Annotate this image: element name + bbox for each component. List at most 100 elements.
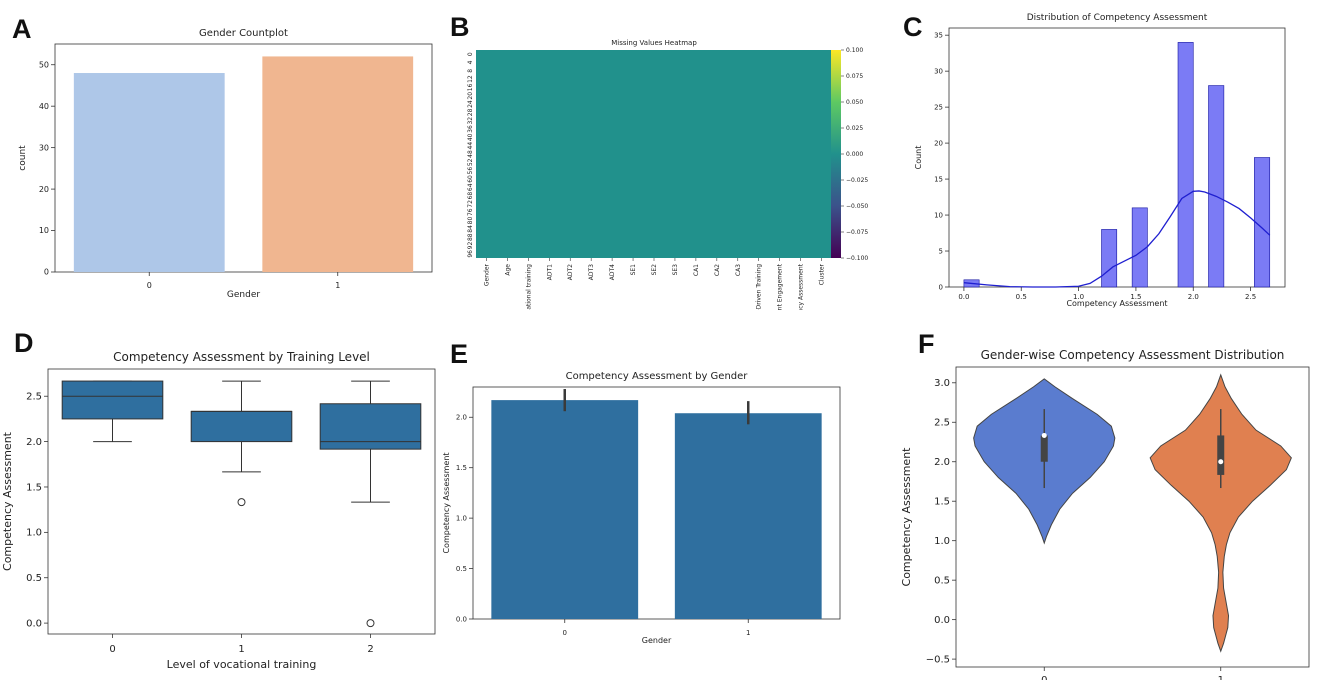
y-tick-label: 0.0 — [456, 615, 467, 623]
x-tick-label: 0 — [563, 629, 567, 637]
plot-frame — [54, 43, 433, 273]
x-axis-label: Level of vocational training — [167, 658, 317, 671]
y-axis-label: Competency Assessment — [900, 447, 913, 587]
heatmap-row-label: 20 — [467, 92, 474, 100]
heatmap-row-label: 0 — [467, 52, 474, 56]
x-tick-label: 2.5 — [1245, 293, 1256, 301]
y-tick-label: 1.5 — [934, 497, 950, 508]
y-tick-label: 1.5 — [26, 482, 42, 493]
heatmap-column-label: Gender — [483, 263, 490, 286]
y-tick-label: 3.0 — [934, 378, 950, 389]
colorbar-tick-label: 0.025 — [846, 125, 863, 132]
heatmap-row-label: 28 — [467, 108, 474, 116]
violin-iqr-box — [1040, 435, 1048, 462]
chart-a-gender-countplot: Gender Countplot Gender count 0 10 20 30 40 50 0 1 — [18, 28, 433, 300]
box-level-1 — [190, 410, 293, 443]
heatmap-column-label: Cluster — [819, 263, 826, 285]
heatmap-row-label: 32 — [467, 117, 474, 125]
colorbar-tick-label: 0.000 — [846, 151, 863, 158]
heatmap-column-label: SE1 — [630, 264, 637, 276]
x-tick-label: 2 — [367, 644, 373, 655]
heatmap-row-label: 76 — [467, 208, 474, 216]
heatmap-row-label: 36 — [467, 125, 474, 133]
colorbar — [831, 50, 841, 258]
panel-label-f: F — [918, 329, 935, 359]
x-tick-label: 1.5 — [1130, 293, 1141, 301]
histogram-bin — [1101, 229, 1118, 288]
colorbar-tick-label: −0.050 — [846, 203, 868, 210]
y-axis-label: Competency Assessment — [1, 431, 14, 571]
y-tick-label: 0.5 — [456, 565, 467, 573]
heatmap-column-label: ADT3 — [588, 264, 595, 280]
y-tick-label: 2.0 — [934, 457, 950, 468]
panel-label-e: E — [450, 339, 469, 369]
heatmap-column-label: SE3 — [672, 264, 679, 276]
chart-title: Missing Values Heatmap — [611, 39, 697, 47]
heatmap-row-label: 4 — [467, 60, 474, 64]
x-tick-label: 1 — [238, 644, 244, 655]
heatmap-row-label: 8 — [467, 69, 474, 73]
heatmap-row-label: 88 — [467, 233, 474, 241]
y-tick-label: 1.0 — [26, 528, 42, 539]
y-tick-label: 35 — [934, 32, 943, 40]
bar-gender-0 — [73, 73, 225, 272]
heatmap-row-label: 16 — [467, 83, 474, 91]
heatmap-column-label: ADT1 — [546, 264, 553, 280]
heatmap-row-label: 64 — [467, 183, 474, 191]
panel-label-c: C — [903, 12, 923, 42]
heatmap-cells — [476, 50, 832, 258]
x-axis-label: Gender — [227, 290, 260, 300]
y-tick-label: 20 — [39, 185, 49, 194]
kde-line — [963, 190, 1271, 288]
colorbar-tick-label: 0.050 — [846, 99, 863, 106]
plot-frame — [955, 366, 1310, 668]
chart-d-boxplot-training-level: Competency Assessment by Training Level L… — [1, 350, 436, 671]
heatmap-row-label: 48 — [467, 150, 474, 158]
violin-median-dot — [1041, 432, 1047, 438]
y-tick-label: 10 — [934, 212, 943, 220]
heatmap-column-label: ADT2 — [567, 264, 574, 280]
heatmap-row-label: 12 — [467, 75, 474, 83]
heatmap-row-label: 40 — [467, 133, 474, 141]
y-axis-label: count — [18, 145, 28, 171]
x-tick-label: 1 — [335, 281, 340, 290]
violin-median-dot — [1218, 459, 1224, 465]
x-tick-label: 0 — [147, 281, 152, 290]
y-tick-label: 15 — [934, 176, 943, 184]
chart-f-violin-by-gender: Gender-wise Competency Assessment Distri… — [900, 348, 1310, 680]
x-tick-label: 0 — [1041, 675, 1047, 680]
y-tick-label: 2.5 — [26, 392, 42, 403]
colorbar-tick-label: −0.075 — [846, 229, 868, 236]
box-level-2 — [319, 403, 422, 450]
y-axis-label: Count — [914, 146, 923, 170]
heatmap-column-label: Age — [504, 264, 511, 276]
x-axis-label: Gender — [642, 636, 672, 645]
box-level-0 — [61, 380, 164, 420]
chart-title: Distribution of Competency Assessment — [1027, 13, 1208, 23]
panel-label-a: A — [12, 14, 32, 44]
y-tick-label: 1.5 — [456, 464, 467, 472]
x-tick-label: 1 — [1218, 675, 1224, 680]
heatmap-column-label: CA2 — [714, 264, 721, 276]
y-tick-label: 5 — [939, 248, 943, 256]
y-tick-label: 1.0 — [934, 536, 950, 547]
x-tick-label: 0.5 — [1016, 293, 1027, 301]
y-tick-label: 1.0 — [456, 514, 467, 522]
heatmap-column-label: CA3 — [735, 264, 742, 276]
outlier-point — [366, 619, 375, 628]
y-tick-label: 2.0 — [26, 437, 42, 448]
histogram-bin — [1131, 207, 1148, 288]
panel-label-b: B — [450, 12, 470, 42]
bar-gender-0 — [491, 400, 639, 619]
x-tick-label: 1 — [746, 629, 750, 637]
heatmap-column-label: CA1 — [693, 264, 700, 276]
bar-gender-1 — [674, 413, 822, 619]
colorbar-tick-label: −0.100 — [846, 255, 868, 262]
heatmap-row-label: 24 — [467, 100, 474, 108]
chart-title: Competency Assessment by Gender — [566, 371, 749, 382]
colorbar-tick-label: 0.100 — [846, 47, 863, 54]
y-tick-label: 0.0 — [934, 615, 950, 626]
heatmap-column-label: Competency Assessment — [798, 263, 805, 310]
outlier-point — [237, 498, 246, 507]
y-tick-label: 0 — [44, 268, 49, 277]
